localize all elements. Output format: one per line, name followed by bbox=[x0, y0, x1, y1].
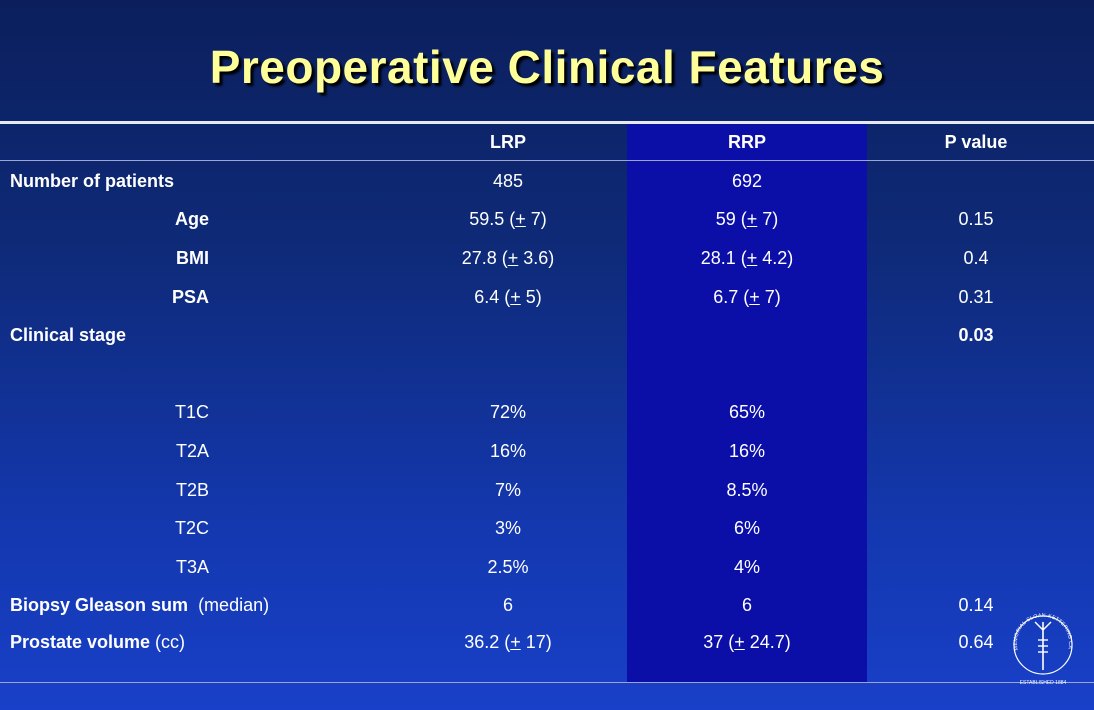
lrp-number-of-patients: 485 bbox=[492, 171, 524, 191]
svg-text:ESTABLISHED 1884: ESTABLISHED 1884 bbox=[1020, 680, 1067, 686]
rrp-t1c: 65% bbox=[728, 402, 766, 422]
rrp-number-of-patients: 692 bbox=[731, 171, 763, 191]
title-divider bbox=[0, 121, 1094, 124]
p-psa: 0.31 bbox=[958, 287, 994, 307]
lrp-t2c: 3% bbox=[494, 518, 521, 538]
rrp-prostate-volume: 37 (+ 24.7) bbox=[703, 632, 791, 652]
row-label-t3a: T3A bbox=[175, 557, 209, 577]
lrp-bmi: 27.8 (+ 3.6) bbox=[461, 248, 555, 268]
p-clinical-stage: 0.03 bbox=[958, 325, 994, 345]
row-label-psa: PSA bbox=[171, 287, 209, 307]
lrp-psa: 6.4 (+ 5) bbox=[474, 287, 542, 307]
header-lrp: LRP bbox=[490, 132, 526, 152]
p-age: 0.15 bbox=[958, 209, 994, 229]
memorial-sloan-kettering-seal-icon: MEMORIAL SLOAN-KETTERING CANCER CENTER E… bbox=[1006, 596, 1078, 690]
header-p-value: P value bbox=[944, 132, 1008, 152]
header-rrp: RRP bbox=[727, 132, 766, 152]
row-label-prostate-volume: Prostate volume (cc) bbox=[10, 632, 186, 652]
row-label-bmi: BMI bbox=[176, 248, 209, 268]
row-label-t2b: T2B bbox=[175, 480, 209, 500]
row-label-age: Age bbox=[174, 209, 209, 229]
p-prostate-volume: 0.64 bbox=[958, 632, 994, 652]
p-bmi: 0.4 bbox=[963, 248, 989, 268]
row-label-biopsy-gleason: Biopsy Gleason sum (median) bbox=[10, 595, 270, 615]
lrp-prostate-volume: 36.2 (+ 17) bbox=[464, 632, 552, 652]
rrp-t2b: 8.5% bbox=[726, 480, 768, 500]
rrp-t2c: 6% bbox=[733, 518, 760, 538]
lrp-t1c: 72% bbox=[489, 402, 527, 422]
slide-title: Preoperative Clinical Features bbox=[209, 41, 885, 93]
row-label-t2a: T2A bbox=[175, 441, 209, 461]
rrp-biopsy-gleason: 6 bbox=[741, 595, 752, 615]
lrp-age: 59.5 (+ 7) bbox=[469, 209, 547, 229]
rrp-t2a: 16% bbox=[728, 441, 766, 461]
rrp-age: 59 (+ 7) bbox=[715, 209, 779, 229]
lrp-t2a: 16% bbox=[489, 441, 527, 461]
rrp-bmi: 28.1 (+ 4.2) bbox=[700, 248, 794, 268]
lrp-t2b: 7% bbox=[494, 480, 521, 500]
row-label-t1c: T1C bbox=[174, 402, 209, 422]
row-label-clinical-stage: Clinical stage bbox=[10, 325, 127, 345]
p-biopsy-gleason: 0.14 bbox=[958, 595, 994, 615]
rrp-column-band bbox=[627, 124, 867, 682]
rrp-t3a: 4% bbox=[733, 557, 760, 577]
row-label-number-of-patients: Number of patients bbox=[10, 171, 175, 191]
header-divider bbox=[0, 160, 1094, 161]
lrp-biopsy-gleason: 6 bbox=[502, 595, 513, 615]
svg-text:MEMORIAL SLOAN-KETTERING CANCE: MEMORIAL SLOAN-KETTERING CANCER CENTER bbox=[1008, 600, 1073, 651]
rrp-psa: 6.7 (+ 7) bbox=[713, 287, 781, 307]
row-label-t2c: T2C bbox=[174, 518, 209, 538]
lrp-t3a: 2.5% bbox=[487, 557, 529, 577]
table-bottom-rule bbox=[0, 682, 1094, 683]
